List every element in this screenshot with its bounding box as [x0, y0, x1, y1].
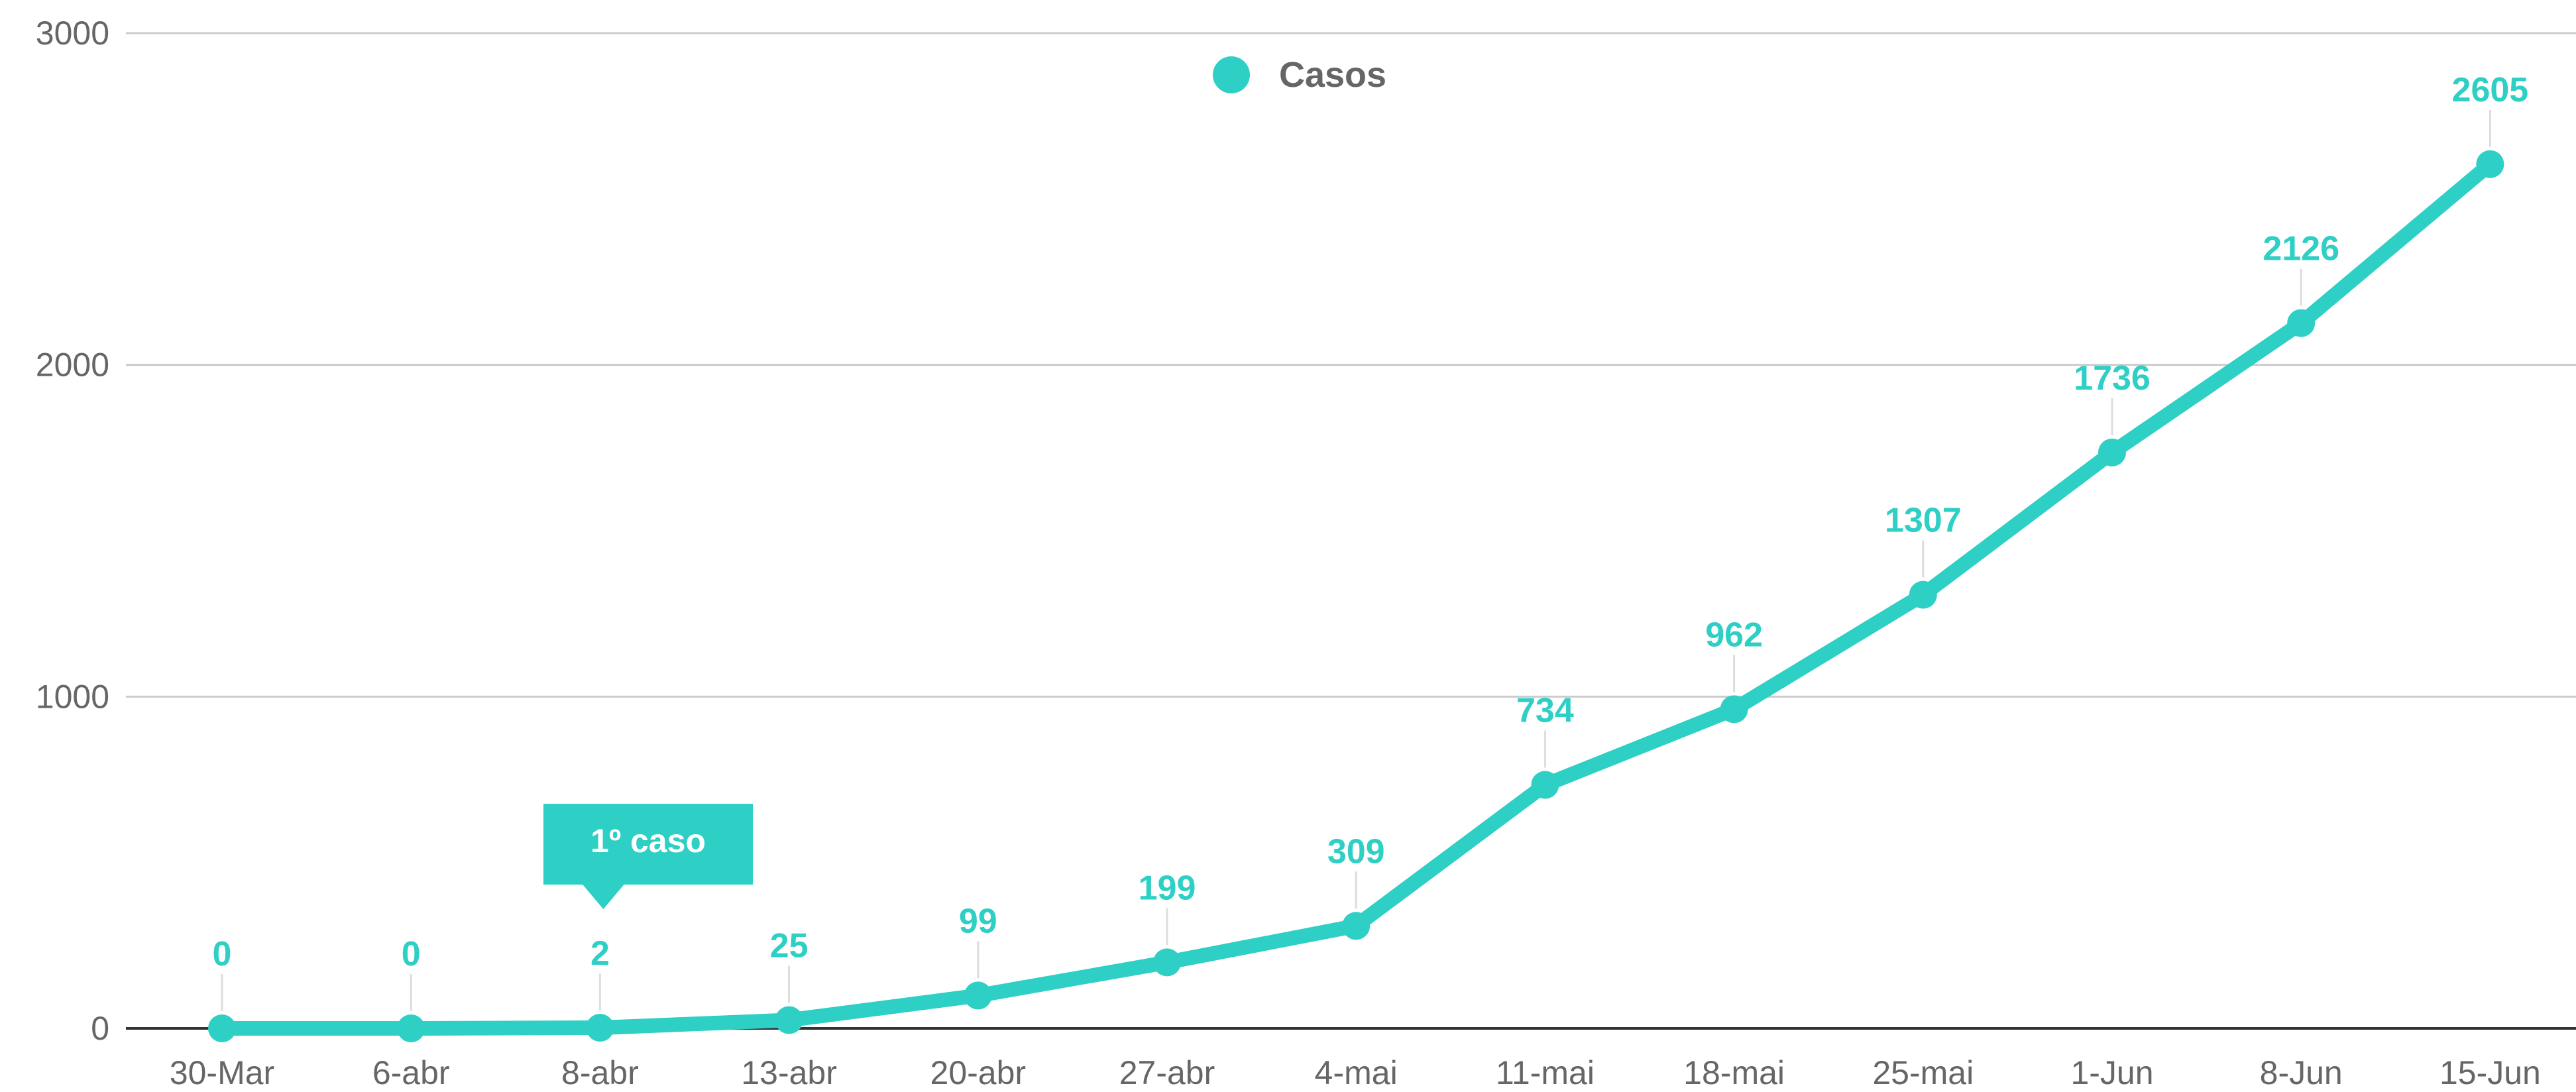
y-tick-label: 0: [91, 1010, 109, 1047]
data-label: 1736: [2074, 359, 2151, 398]
data-label: 734: [1516, 692, 1574, 730]
gridlines: [126, 32, 2576, 698]
data-label: 962: [1705, 616, 1763, 654]
data-point[interactable]: [2287, 309, 2316, 337]
data-point[interactable]: [397, 1014, 425, 1042]
data-point[interactable]: [2098, 438, 2126, 466]
data-point[interactable]: [1153, 948, 1181, 977]
label-leader-lines: [221, 109, 2491, 1011]
x-tick-label: 20-abr: [930, 1054, 1027, 1091]
data-label: 99: [959, 902, 997, 940]
y-tick-label: 2000: [36, 347, 109, 384]
data-label: 2: [590, 934, 610, 973]
annotation-box: [543, 804, 753, 885]
x-tick-label: 15-Jun: [2439, 1054, 2541, 1091]
x-tick-label: 25-mai: [1872, 1054, 1974, 1091]
y-tick-label: 1000: [36, 678, 109, 715]
data-label: 0: [402, 935, 421, 973]
x-tick-label: 30-Mar: [170, 1054, 274, 1091]
x-tick-label: 8-abr: [561, 1054, 639, 1091]
legend: Casos: [1213, 55, 1386, 95]
x-tick-label: 8-Jun: [2260, 1054, 2343, 1091]
data-point[interactable]: [1720, 695, 1748, 724]
data-point[interactable]: [208, 1014, 236, 1042]
x-axis: 30-Mar 6-abr 8-abr 13-abr 20-abr 27-abr 4-mai 1…: [126, 1027, 2576, 1091]
x-tick-label: 27-abr: [1119, 1054, 1215, 1091]
x-tick-label: 6-abr: [372, 1054, 450, 1091]
data-point[interactable]: [1909, 580, 1937, 609]
data-label: 199: [1139, 869, 1196, 907]
data-point[interactable]: [1342, 912, 1371, 940]
data-point[interactable]: [964, 981, 992, 1010]
x-tick-label: 18-mai: [1683, 1054, 1785, 1091]
y-axis-ticks: 0 1000 2000 3000: [36, 15, 109, 1047]
legend-label: Casos: [1279, 55, 1386, 95]
data-point[interactable]: [775, 1006, 803, 1034]
data-label: 25: [770, 926, 809, 965]
x-tick-label: 1-Jun: [2070, 1054, 2153, 1091]
annotation-pointer: [582, 884, 625, 909]
annotation-first-case: 1º caso: [543, 804, 753, 909]
data-labels: 0 0 2 25 99 199 309 734 962 1307 1736 2126 2605: [213, 71, 2529, 973]
x-tick-label: 11-mai: [1496, 1054, 1595, 1091]
data-point[interactable]: [2476, 150, 2504, 178]
x-tick-label: 13-abr: [741, 1054, 837, 1091]
legend-marker: [1213, 56, 1250, 93]
data-label: 309: [1327, 832, 1385, 871]
data-label: 2126: [2263, 230, 2339, 268]
data-label: 2605: [2452, 71, 2529, 109]
y-tick-label: 3000: [36, 15, 109, 52]
annotation-label: 1º caso: [590, 822, 706, 859]
data-point[interactable]: [586, 1013, 614, 1042]
data-point[interactable]: [1531, 771, 1559, 799]
data-label: 1307: [1885, 502, 1962, 540]
series-casos: [208, 150, 2504, 1042]
x-tick-label: 4-mai: [1315, 1054, 1398, 1091]
data-label: 0: [213, 935, 232, 973]
